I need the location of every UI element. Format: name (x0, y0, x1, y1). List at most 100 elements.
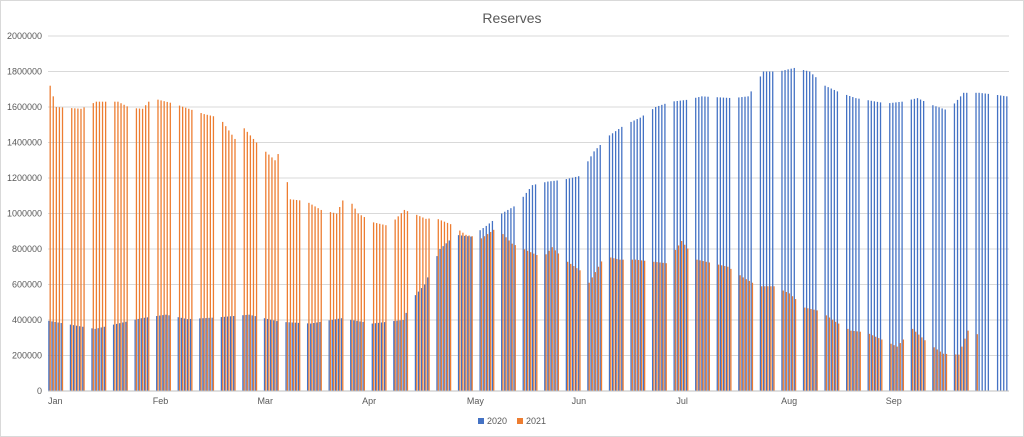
bar-2021-245 (804, 307, 806, 391)
bar-2020-284 (923, 100, 925, 391)
bar-2021-214 (708, 262, 710, 391)
bar-2020-193 (642, 115, 644, 392)
bar-2020-106 (374, 323, 377, 391)
bar-2020-164 (553, 180, 555, 391)
bar-2020-71 (266, 318, 269, 391)
bar-2021-29 (138, 108, 141, 392)
bar-2020-162 (547, 181, 549, 391)
bar-2021-211 (699, 260, 701, 391)
bar-2021-128 (443, 221, 446, 391)
bar-2021-200 (665, 263, 667, 391)
bar-2020-3 (57, 322, 59, 391)
x-tick-label-jun: Jun (572, 396, 587, 406)
bar-2020-45 (186, 319, 189, 391)
bar-2021-170 (573, 266, 575, 391)
bar-2021-72 (271, 157, 273, 391)
bar-2021-133 (459, 230, 461, 391)
bars (48, 67, 1008, 392)
bar-2021-218 (721, 265, 723, 391)
bar-2021-91 (329, 212, 332, 391)
bar-2020-252 (824, 85, 826, 391)
bar-2021-163 (551, 247, 553, 391)
bar-2020-255 (833, 89, 835, 392)
bar-2020-219 (722, 97, 725, 391)
bar-2021-270 (881, 339, 883, 391)
bar-2020-269 (876, 101, 879, 391)
bar-2021-130 (449, 224, 452, 391)
bar-2021-263 (859, 331, 861, 391)
bar-2020-21 (112, 324, 115, 391)
bar-2020-232 (762, 71, 765, 391)
bar-2020-64 (245, 314, 247, 391)
bar-2021-238 (782, 290, 784, 391)
bar-2021-169 (570, 263, 572, 391)
bar-2020-290 (941, 108, 943, 392)
bar-2020-301 (975, 92, 977, 392)
bar-2020-141 (482, 228, 484, 391)
bar-2020-161 (544, 182, 546, 391)
bar-2020-241 (790, 68, 792, 391)
bar-2020-158 (534, 184, 537, 391)
bar-2020-85 (310, 323, 312, 391)
bar-2021-94 (339, 206, 341, 391)
x-tick-label-feb: Feb (153, 396, 169, 406)
bar-2021-39 (169, 102, 171, 391)
bar-2021-204 (677, 245, 680, 391)
bar-2021-199 (662, 262, 664, 391)
bar-2020-11 (82, 326, 84, 391)
bar-2020-77 (285, 322, 287, 391)
bar-2020-256 (836, 91, 839, 391)
bar-2020-197 (655, 107, 657, 391)
bar-2020-94 (337, 318, 340, 391)
bar-2020-50 (202, 318, 204, 391)
bar-2021-165 (557, 253, 560, 391)
bar-2020-100 (356, 320, 358, 391)
bar-2020-30 (140, 318, 142, 391)
bar-2020-65 (248, 314, 250, 391)
bar-2020-56 (220, 317, 223, 391)
bar-2021-99 (354, 208, 356, 391)
bar-2020-217 (716, 97, 718, 392)
bar-2021-219 (724, 266, 726, 391)
bar-2020-123 (427, 277, 429, 391)
bar-2021-198 (659, 262, 661, 391)
bar-2021-177 (594, 272, 597, 391)
bar-2021-295 (958, 354, 960, 391)
bar-2021-134 (462, 232, 464, 391)
bar-2020-203 (673, 101, 675, 391)
bar-2021-220 (727, 266, 729, 391)
bar-2020-199 (661, 104, 663, 392)
x-tick-label-apr: Apr (362, 396, 376, 406)
bar-2021-52 (209, 115, 211, 392)
bar-2021-86 (314, 206, 316, 391)
bar-2021-57 (225, 126, 227, 392)
bar-2021-176 (591, 277, 593, 391)
bar-2021-240 (788, 293, 791, 392)
bar-2020-9 (75, 325, 78, 391)
y-tick-label-1200000: 1200000 (7, 173, 42, 183)
bar-2020-107 (377, 322, 380, 391)
bar-2021-37 (163, 101, 165, 392)
bar-2021-154 (523, 249, 526, 391)
bar-2021-30 (141, 108, 144, 392)
bar-2021-71 (268, 154, 270, 391)
bar-2020-263 (858, 98, 860, 391)
bar-2020-49 (199, 318, 201, 391)
bar-2020-183 (611, 133, 614, 391)
bar-2021-141 (483, 236, 486, 391)
bar-2021-210 (696, 259, 698, 391)
bar-2021-116 (406, 211, 409, 391)
bar-2020-121 (420, 288, 423, 391)
bar-2020-24 (122, 322, 124, 391)
bar-2021-105 (372, 222, 375, 392)
bar-2021-126 (437, 219, 439, 391)
bar-2020-260 (849, 96, 851, 391)
bar-2021-175 (588, 282, 590, 391)
bar-2020-144 (491, 220, 494, 391)
bar-2020-1 (51, 321, 53, 391)
bar-2021-249 (816, 310, 818, 391)
x-tick-label-may: May (467, 396, 485, 406)
bar-2020-310 (1003, 95, 1005, 391)
bar-2021-228 (751, 282, 754, 391)
bar-2021-246 (807, 308, 809, 391)
